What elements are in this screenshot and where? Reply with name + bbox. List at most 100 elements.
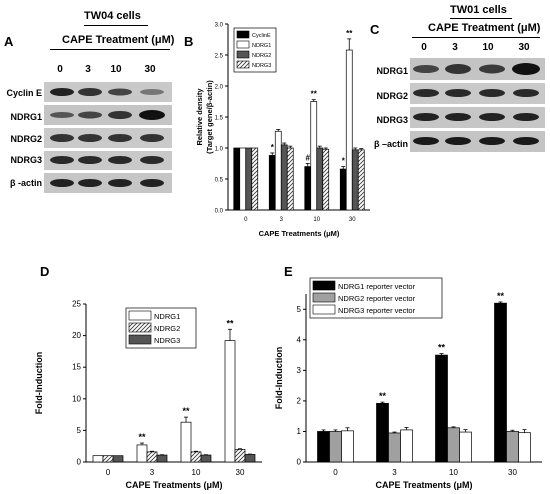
legend-label: NDRG1 reporter vector [338, 282, 416, 291]
y-tick-label: 2.0 [215, 85, 224, 91]
blot-c-ndrg3-band-4 [513, 113, 539, 121]
blot-a-actin-band-2 [78, 179, 102, 187]
legend-label: NDRG3 [252, 63, 271, 69]
significance-marker: # [306, 154, 311, 163]
significance-marker: ** [311, 90, 318, 99]
bar [102, 455, 114, 463]
significance-marker: ** [497, 291, 505, 301]
significance-marker: ** [138, 432, 146, 442]
panel-a-letter: A [4, 34, 14, 49]
panel-a-treatment-underline [50, 49, 170, 50]
x-category-label: 0 [244, 217, 248, 223]
panel-a-band-label-ndrg3: NDRG3 [10, 155, 42, 165]
blot-c-ndrg1-band-2 [445, 64, 471, 74]
y-axis-label: Fold-Induction [34, 352, 44, 414]
bar [304, 166, 312, 211]
bar [351, 149, 359, 211]
legend-label: NDRG3 [154, 336, 180, 345]
bar [339, 168, 347, 211]
x-category-label: 10 [449, 468, 458, 477]
y-axis-label-units: (Target gene/β-actin) [205, 80, 214, 154]
panel-a-band-label-actin: β -actin [10, 178, 42, 188]
y-tick-label: 1 [297, 427, 302, 436]
blot-c-ndrg1-band-3 [479, 64, 505, 74]
bar [494, 302, 507, 463]
blot-a-ndrg2-band-1 [50, 134, 74, 142]
x-category-label: 3 [392, 468, 397, 477]
significance-marker: ** [379, 391, 387, 401]
blot-a-ndrg3-band-2 [78, 156, 102, 164]
bar [388, 432, 401, 463]
significance-marker: ** [346, 29, 353, 38]
blot-c-ndrg2-band-1 [413, 89, 439, 97]
legend-label: NDRG3 reporter vector [338, 306, 416, 315]
blot-a-ndrg2-band-2 [78, 134, 102, 142]
legend-swatch [128, 334, 152, 345]
bar [341, 430, 354, 463]
legend-swatch [236, 50, 250, 59]
panel-a-blot-image [44, 82, 172, 193]
legend-label: NDRG1 [252, 43, 271, 49]
blot-a-ndrg1-band-1 [50, 112, 74, 118]
legend-label: NDRG1 [154, 312, 180, 321]
panel-c-blot-image [410, 58, 545, 152]
legend-swatch [128, 310, 152, 321]
y-tick-label: 3 [297, 366, 302, 375]
y-tick-label: 0.0 [215, 209, 224, 215]
bar [310, 101, 318, 211]
y-tick-label: 20 [72, 331, 81, 340]
y-tick-label: 0 [77, 458, 82, 467]
legend-swatch [236, 60, 250, 69]
legend-label: NDRG2 [154, 324, 180, 333]
y-tick-label: 10 [72, 394, 81, 403]
x-category-label: 0 [106, 468, 111, 477]
blot-a-actin-band-1 [50, 179, 74, 187]
bar [317, 431, 330, 463]
panel-c-band-label-ndrg3: NDRG3 [376, 115, 408, 125]
bar [146, 451, 158, 463]
panel-c-treatment: CAPE Treatment (μM) [428, 22, 541, 34]
blot-c-ndrg3-band-2 [445, 113, 471, 121]
panel-a-conc-3: 3 [85, 64, 91, 75]
blot-a-ndrg3-band-4 [140, 156, 164, 164]
bar [239, 147, 247, 211]
bar [506, 431, 519, 463]
blot-a-ndrg2-band-3 [108, 134, 132, 142]
y-tick-label: 2 [297, 396, 302, 405]
x-category-label: 30 [349, 217, 356, 223]
panel-a-band-label-cyclin-e: Cyclin E [6, 88, 42, 98]
bar [92, 455, 104, 463]
bar [518, 432, 531, 463]
bar [156, 454, 168, 463]
blot-c-ndrg2-band-4 [513, 89, 539, 97]
bar [233, 147, 241, 211]
blot-a-cyclin-e-band-3 [108, 88, 132, 96]
y-tick-label: 25 [72, 300, 81, 309]
x-category-label: 10 [192, 468, 201, 477]
blot-c-actin-band-3 [479, 137, 505, 145]
x-category-label: 30 [236, 468, 245, 477]
bar [357, 149, 365, 211]
legend-swatch [236, 40, 250, 49]
blot-a-cyclin-e-band-4 [140, 89, 164, 95]
significance-marker: ** [226, 318, 234, 328]
bar [376, 403, 389, 463]
x-category-label: 0 [333, 468, 338, 477]
bar [234, 449, 246, 463]
legend-swatch [236, 30, 250, 39]
blot-c-actin-band-4 [513, 137, 539, 145]
blot-c-ndrg3-strip [410, 107, 545, 128]
bar [447, 427, 460, 463]
legend-label: NDRG2 reporter vector [338, 294, 416, 303]
y-tick-label: 2.5 [215, 54, 224, 60]
y-tick-label: 1.0 [215, 147, 224, 153]
y-tick-label: 3.0 [215, 23, 224, 29]
panel-d-chart: 0 5 10 15 20 25 0 3 10 30 ** ** ** CAPE Treatments (μ… [34, 300, 262, 490]
bar [280, 144, 288, 211]
blot-c-ndrg3-band-1 [413, 113, 439, 121]
panel-a-treatment: CAPE Treatment (μM) [62, 34, 175, 46]
panel-e-chart: 0 1 2 3 4 5 0 3 10 30 ** ** ** CAPE Treatments (μM) Fo… [274, 277, 542, 490]
panel-a-band-label-ndrg1: NDRG1 [10, 112, 42, 122]
y-tick-label: 15 [72, 363, 81, 372]
bar [200, 454, 212, 463]
